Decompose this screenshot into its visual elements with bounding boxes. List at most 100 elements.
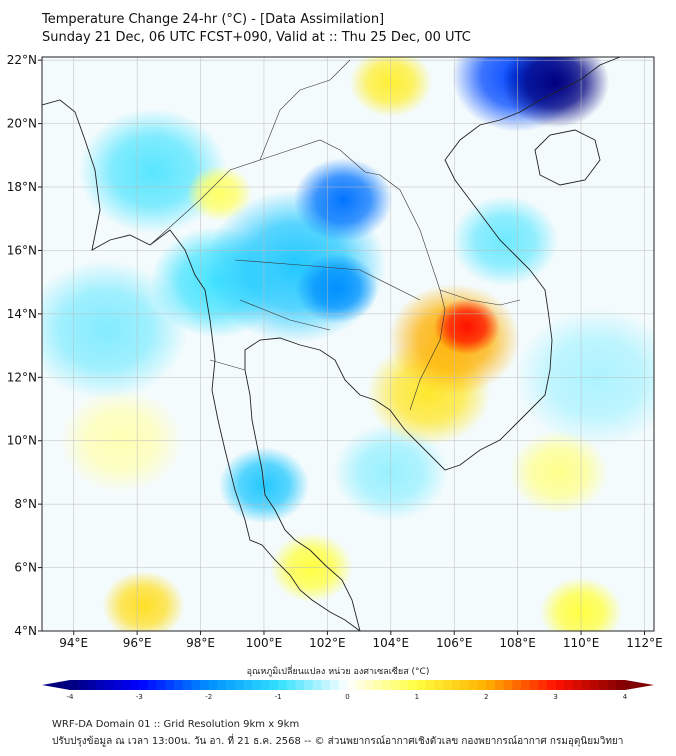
temperature-anomaly-cell <box>451 195 559 287</box>
colorbar-segment <box>555 680 565 690</box>
temperature-anomaly-cell <box>42 259 188 400</box>
colorbar-segment <box>217 680 227 690</box>
coastline-hainan <box>534 129 601 186</box>
colorbar: -4 -3 -2 -1 0 1 2 3 4 <box>42 680 654 701</box>
colorbar-segment <box>78 680 88 690</box>
colorbar-segment <box>598 680 608 690</box>
colorbar-segment <box>425 680 435 690</box>
colorbar-segment <box>616 680 626 690</box>
colorbar-segment <box>494 680 504 690</box>
colorbar-segment <box>460 680 470 690</box>
colorbar-segment <box>416 680 426 690</box>
colorbar-min-arrow <box>42 680 70 690</box>
colorbar-segment <box>278 680 288 690</box>
colorbar-segment <box>226 680 236 690</box>
colorbar-segment <box>486 680 496 690</box>
colorbar-tick-label: 3 <box>553 693 557 701</box>
x-tick-label: 110°E <box>563 636 600 650</box>
latitude-axis: 22°N 20°N 18°N 16°N 14°N 12°N 10°N 8°N 6°N 4°N <box>7 53 42 638</box>
x-tick-label: 96°E <box>123 636 152 650</box>
colorbar-tick-label: 0 <box>345 693 349 701</box>
colorbar-segment <box>468 680 478 690</box>
colorbar-segment <box>174 680 184 690</box>
colorbar-segment <box>304 680 314 690</box>
colorbar-segment <box>87 680 97 690</box>
colorbar-segment <box>330 680 340 690</box>
coastline-gulf-of-thailand <box>244 57 621 631</box>
x-tick-label: 98°E <box>186 636 215 650</box>
y-tick-label: 4°N <box>14 624 37 638</box>
x-tick-label: 108°E <box>499 636 536 650</box>
colorbar-segment <box>252 680 262 690</box>
colorbar-segment <box>572 680 582 690</box>
colorbar-segment <box>191 680 201 690</box>
y-tick-label: 16°N <box>7 243 37 257</box>
temperature-anomaly-cell <box>502 57 610 128</box>
colorbar-segment <box>512 680 522 690</box>
colorbar-segment <box>538 680 548 690</box>
colorbar-max-arrow <box>625 680 654 690</box>
colorbar-tick-label: 2 <box>484 693 488 701</box>
colorbar-segment <box>295 680 305 690</box>
footer-credit: ปรับปรุงข้อมูล ณ เวลา 13:00น. วัน อา. ที… <box>52 736 624 747</box>
colorbar-segment <box>347 680 357 690</box>
border-lines <box>149 59 521 411</box>
colorbar-segment <box>546 680 556 690</box>
colorbar-segment <box>243 680 253 690</box>
colorbar-segment <box>148 680 158 690</box>
y-tick-label: 10°N <box>7 434 37 448</box>
y-tick-label: 6°N <box>14 561 37 575</box>
colorbar-segment <box>165 680 175 690</box>
temperature-anomaly-cell <box>509 430 609 515</box>
colorbar-segment <box>156 680 166 690</box>
y-tick-label: 20°N <box>7 117 37 131</box>
colorbar-segment <box>607 680 617 690</box>
colorbar-segment <box>590 680 600 690</box>
x-tick-label: 102°E <box>309 636 346 650</box>
colorbar-segment <box>477 680 487 690</box>
y-tick-label: 8°N <box>14 497 37 511</box>
colorbar-segment <box>260 680 270 690</box>
colorbar-segment <box>269 680 279 690</box>
colorbar-segment <box>96 680 105 690</box>
colorbar-segment <box>104 680 114 690</box>
colorbar-segment <box>442 680 452 690</box>
graticule <box>42 57 654 631</box>
y-tick-label: 22°N <box>7 53 37 67</box>
colorbar-tick-label: 1 <box>415 693 419 701</box>
colorbar-segment <box>321 680 331 690</box>
colorbar-segment <box>182 680 192 690</box>
heatmap-layer <box>42 57 654 631</box>
map-title: Temperature Change 24-hr (°C) - [Data As… <box>42 12 385 27</box>
coastlines <box>42 57 621 631</box>
colorbar-tick-label: 4 <box>623 693 628 701</box>
colorbar-segment <box>338 680 348 690</box>
colorbar-segment <box>200 680 210 690</box>
colorbar-segment <box>451 680 461 690</box>
colorbar-segment <box>529 680 539 690</box>
colorbar-tick-label: -1 <box>275 693 282 701</box>
temperature-anomaly-cell <box>295 253 379 324</box>
colorbar-segment <box>399 680 409 690</box>
y-tick-label: 18°N <box>7 180 37 194</box>
colorbar-tick-label: -3 <box>136 693 143 701</box>
temperature-anomaly-cell <box>186 165 253 222</box>
temperature-anomaly-cell <box>433 298 500 355</box>
colorbar-segment <box>364 680 374 690</box>
y-tick-label: 14°N <box>7 307 37 321</box>
colorbar-label: อุณหภูมิเปลี่ยนแปลง หน่วย องศาเซลเซียส (… <box>246 667 430 677</box>
colorbar-tick-label: -2 <box>205 693 212 701</box>
colorbar-segment <box>234 680 244 690</box>
colorbar-segment <box>122 680 132 690</box>
colorbar-segment <box>408 680 418 690</box>
colorbar-segment <box>520 680 530 690</box>
temperature-anomaly-cell <box>102 570 185 631</box>
colorbar-segment <box>503 680 513 690</box>
x-tick-label: 106°E <box>436 636 473 650</box>
x-tick-label: 112°E <box>626 636 663 650</box>
y-tick-label: 12°N <box>7 370 37 384</box>
temperature-anomaly-cell <box>293 157 393 242</box>
colorbar-segment <box>581 680 591 690</box>
